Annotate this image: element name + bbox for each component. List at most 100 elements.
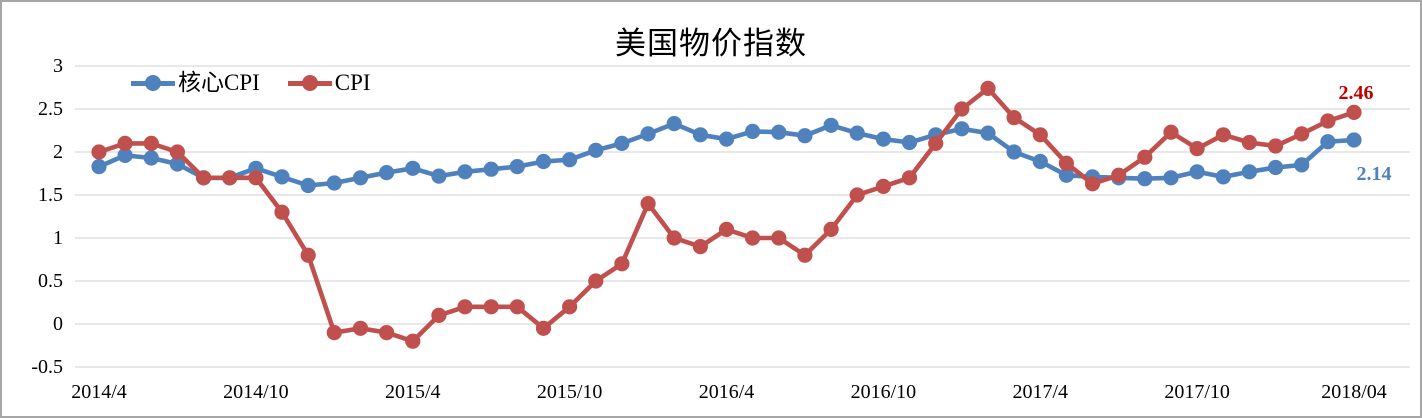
core-cpi-data-point	[1032, 153, 1048, 170]
cpi-data-point	[745, 230, 761, 246]
core-cpi-data-point	[300, 177, 316, 194]
core-cpi-data-point	[640, 126, 656, 142]
core-cpi-data-point	[117, 147, 133, 163]
cpi-data-point	[1268, 138, 1284, 154]
cpi-data-point	[980, 80, 996, 96]
cpi-data-point	[1346, 104, 1362, 120]
cpi-data-point	[588, 273, 604, 289]
core-cpi-data-point	[169, 156, 185, 172]
core-cpi-data-point	[1163, 170, 1179, 186]
core-cpi-data-point	[823, 117, 839, 133]
cpi-data-point	[901, 170, 918, 186]
x-axis-tick-label: 2017/10	[1164, 381, 1230, 403]
cpi-data-point	[1294, 126, 1310, 142]
core-cpi-data-point	[431, 168, 447, 184]
legend-label-cpi: CPI	[334, 70, 371, 95]
core-cpi-data-point	[1268, 159, 1284, 176]
x-axis-tick-label: 2014/10	[223, 381, 289, 403]
y-axis-tick-label: 0.5	[38, 270, 63, 292]
cpi-data-point	[248, 170, 264, 186]
cpi-data-point	[562, 299, 578, 315]
cpi-data-point	[143, 135, 159, 151]
core-cpi-data-point	[980, 125, 996, 141]
core-cpi-last-value-label: 2.14	[1356, 163, 1392, 185]
core-cpi-line-marker-icon	[131, 74, 175, 91]
y-axis-tick-label: 2	[53, 141, 63, 163]
y-axis-tick-label: 2.5	[38, 98, 63, 120]
core-cpi-data-point	[718, 131, 735, 147]
core-cpi-data-point	[875, 131, 892, 147]
core-cpi-data-point	[588, 142, 604, 158]
cpi-data-point	[326, 325, 342, 341]
core-cpi-data-point	[692, 127, 709, 143]
core-cpi-data-point	[745, 123, 761, 139]
cpi-last-value-label: 2.46	[1338, 82, 1374, 104]
cpi-data-point	[352, 320, 369, 336]
y-axis-tick-label: 0	[53, 313, 63, 335]
core-cpi-data-point	[1058, 167, 1074, 183]
core-cpi-data-point	[1346, 132, 1362, 148]
cpi-data-point	[274, 204, 290, 220]
cpi-data-point	[1006, 110, 1022, 126]
cpi-data-point	[196, 170, 212, 186]
y-axis-tick-label: 3	[53, 55, 63, 77]
cpi-data-point	[535, 320, 552, 336]
legend-item-core-cpi: 核心CPI	[131, 71, 260, 94]
cpi-data-point	[823, 221, 839, 237]
core-cpi-data-point	[405, 160, 421, 176]
core-cpi-data-point	[535, 153, 552, 170]
cpi-data-point	[1084, 176, 1101, 192]
cpi-data-point	[640, 196, 656, 212]
core-cpi-data-point	[849, 125, 865, 141]
cpi-data-point	[1111, 167, 1127, 183]
cpi-data-point	[1241, 134, 1257, 151]
cpi-data-point	[509, 299, 525, 315]
cpi-data-point	[91, 144, 107, 160]
cpi-data-point	[222, 170, 238, 186]
legend: 核心CPI CPI	[131, 71, 371, 94]
x-axis-tick-label: 2016/10	[850, 381, 917, 403]
core-cpi-data-point	[143, 150, 159, 166]
cpi-data-point	[928, 135, 944, 151]
core-cpi-data-point	[509, 159, 525, 175]
core-cpi-data-point	[1215, 169, 1231, 185]
y-axis-tick-label: 1	[53, 227, 63, 249]
x-axis-tick-label: 2017/4	[1012, 381, 1069, 403]
cpi-data-point	[1163, 124, 1179, 140]
cpi-data-point	[1137, 149, 1153, 165]
core-cpi-data-point	[91, 159, 107, 175]
x-axis-tick-label: 2015/4	[384, 381, 441, 403]
y-axis-tick-label: -0.5	[31, 356, 63, 378]
core-cpi-data-point	[954, 121, 970, 137]
chart-title: 美国物价指数	[615, 26, 807, 61]
core-cpi-data-point	[562, 152, 578, 168]
cpi-data-point	[1032, 127, 1048, 143]
x-axis-tick-label: 2014/4	[71, 381, 127, 403]
core-cpi-data-point	[483, 161, 499, 177]
core-cpi-data-point	[1294, 157, 1310, 173]
legend-item-cpi: CPI	[287, 70, 371, 95]
cpi-data-point	[483, 299, 499, 315]
cpi-data-point	[771, 230, 787, 246]
cpi-data-point	[1215, 127, 1231, 143]
cpi-data-point	[718, 221, 735, 237]
core-cpi-data-point	[1189, 164, 1205, 180]
cpi-data-point	[797, 247, 813, 263]
core-cpi-data-point	[1320, 134, 1336, 150]
core-cpi-data-point	[1006, 144, 1022, 160]
x-axis-tick-label: 2015/10	[536, 381, 603, 403]
core-cpi-data-point	[666, 116, 682, 132]
cpi-data-point	[849, 187, 865, 203]
cpi-data-point	[405, 333, 421, 349]
cpi-line-marker-icon	[287, 74, 332, 91]
cpi-data-point	[614, 256, 630, 272]
cpi-data-point	[117, 135, 133, 151]
core-cpi-data-point	[352, 170, 369, 186]
cpi-data-point	[692, 239, 709, 255]
core-cpi-data-point	[457, 164, 473, 180]
x-axis-tick-label: 2018/04	[1321, 381, 1387, 403]
core-cpi-data-point	[901, 134, 918, 151]
cpi-data-point	[169, 144, 185, 160]
